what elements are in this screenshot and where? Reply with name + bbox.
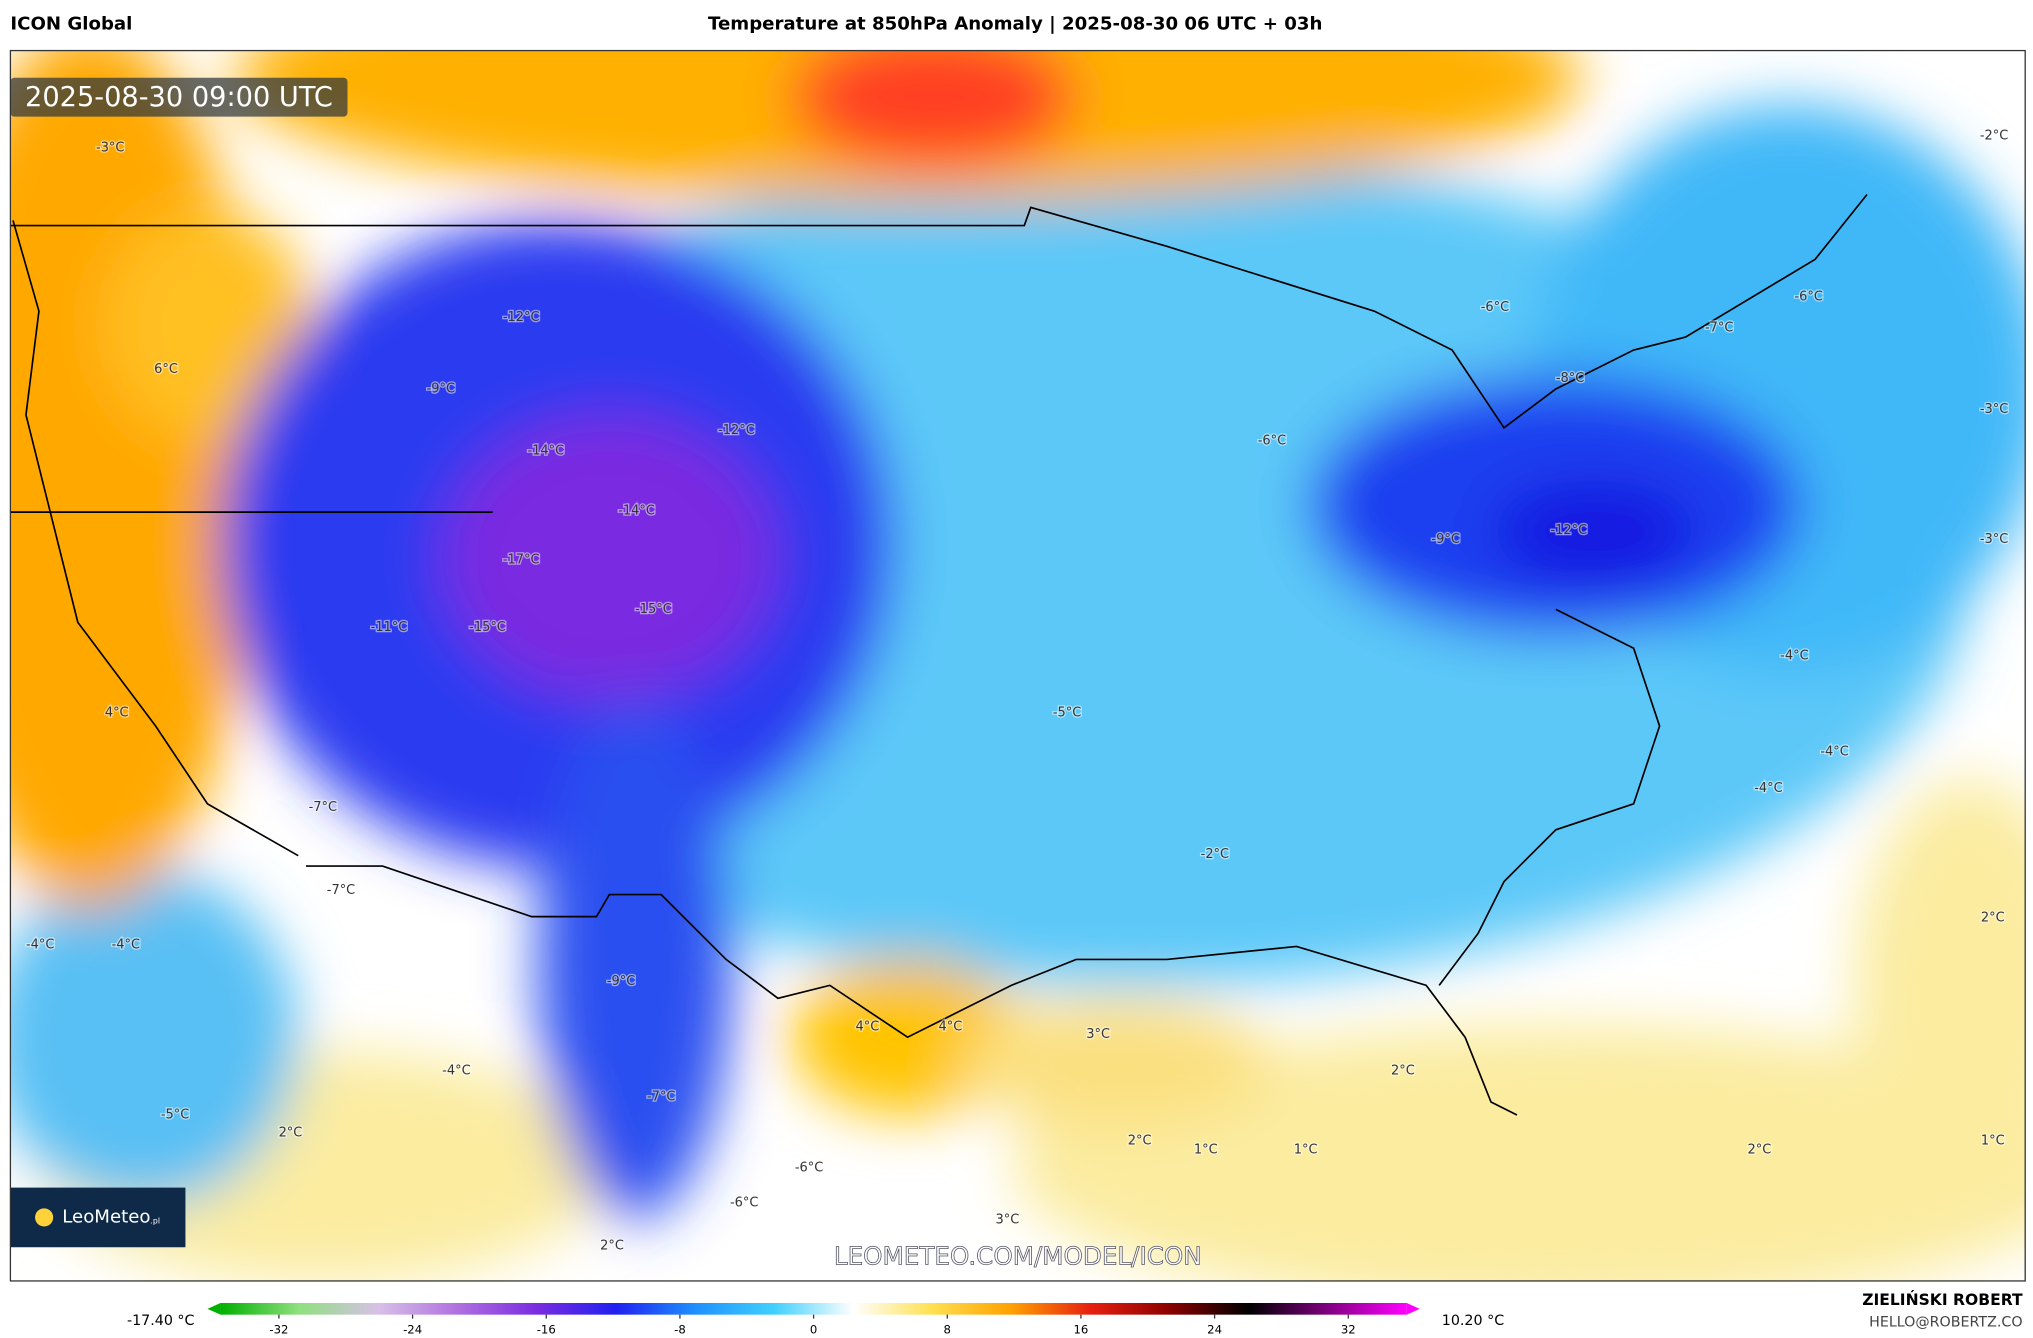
- colorbar-tick-label: -24: [403, 1323, 422, 1337]
- temperature-label: -5°C: [161, 1108, 189, 1123]
- temperature-label: 2°C: [1981, 910, 2005, 925]
- temperature-label: -17°C: [503, 553, 540, 568]
- temperature-label: -6°C: [1258, 433, 1286, 448]
- borders: [10, 193, 1868, 1116]
- logo-name: LeoMeteo: [62, 1206, 150, 1227]
- temperature-label: -3°C: [96, 140, 124, 155]
- temperature-label: -12°C: [503, 310, 540, 325]
- temperature-label: -4°C: [442, 1063, 470, 1078]
- temperature-label: -12°C: [1550, 523, 1587, 538]
- map-frame: [9, 49, 2026, 1282]
- colorbar-tick-label: -16: [537, 1323, 556, 1337]
- author-email: HELLO@ROBERTZ.CO: [1869, 1314, 2022, 1330]
- temperature-label: -8°C: [1556, 371, 1584, 386]
- temperature-label: 2°C: [600, 1238, 624, 1253]
- temperature-label: -15°C: [635, 602, 672, 617]
- temperature-label: -6°C: [1794, 289, 1822, 304]
- temperature-label: 3°C: [1086, 1027, 1110, 1042]
- temperature-label: 2°C: [279, 1126, 303, 1141]
- temperature-label: -3°C: [1980, 532, 2008, 547]
- temperature-label: -6°C: [730, 1196, 758, 1211]
- temperature-label: -6°C: [1481, 300, 1509, 315]
- colorbar-tick-label: -8: [674, 1323, 686, 1337]
- model-name: ICON Global: [10, 14, 132, 35]
- temperature-label: 4°C: [938, 1019, 962, 1034]
- map: 2025-08-30 09:00 UTC -3°C -12°C 6°C -9°C -14…: [10, 50, 2026, 1281]
- temperature-label: -4°C: [1820, 744, 1848, 759]
- temperature-label: -11°C: [371, 620, 408, 635]
- temperature-label: -14°C: [528, 444, 565, 459]
- temperature-label: -7°C: [647, 1089, 675, 1104]
- temperature-label: -4°C: [112, 938, 140, 953]
- temperature-label: -7°C: [1705, 321, 1733, 336]
- temperature-label: -7°C: [327, 883, 355, 898]
- temperature-label: -2°C: [1980, 129, 2008, 144]
- temperature-label: -9°C: [607, 974, 635, 989]
- temperature-label: 4°C: [856, 1019, 880, 1034]
- temperature-label: 3°C: [996, 1213, 1020, 1228]
- temperature-label: -7°C: [309, 800, 337, 815]
- temperature-label: -4°C: [26, 938, 54, 953]
- timestamp: 2025-08-30 09:00 UTC: [25, 82, 333, 113]
- colorbar-min-arrow: [207, 1302, 221, 1315]
- temperature-label: -14°C: [618, 503, 655, 518]
- temperature-label: -3°C: [1980, 402, 2008, 417]
- timestamp-box: [10, 77, 348, 117]
- author-name: ZIELIŃSKI ROBERT: [1862, 1290, 2023, 1309]
- temperature-label: -4°C: [1780, 649, 1808, 664]
- temperature-label: -12°C: [718, 423, 755, 438]
- temperature-label: -2°C: [1201, 847, 1229, 862]
- colorbar-tick-label: -32: [269, 1323, 288, 1337]
- temperature-label: 1°C: [1294, 1143, 1318, 1158]
- map-labels: -3°C -12°C 6°C -9°C -14°C -12°C -14°C -17°C -15°…: [25, 127, 2010, 1254]
- colorbar-tick-label: 0: [810, 1323, 817, 1337]
- colorbar-tick-label: 16: [1074, 1323, 1089, 1337]
- map-title: Temperature at 850hPa Anomaly | 2025-08-…: [708, 14, 1322, 35]
- colorbar-min: -17.40 °C: [127, 1313, 195, 1329]
- temperature-label: 2°C: [1748, 1143, 1772, 1158]
- temperature-label: 2°C: [1391, 1063, 1415, 1078]
- temperature-label: -9°C: [1431, 532, 1459, 547]
- temperature-label: -6°C: [795, 1161, 823, 1176]
- colorbar-tick-label: 32: [1341, 1323, 1356, 1337]
- temperature-label: -4°C: [1754, 781, 1782, 796]
- temperature-label: -9°C: [427, 381, 455, 396]
- logo-suffix: .pl: [150, 1216, 160, 1225]
- colorbar-tick-label: 24: [1207, 1323, 1222, 1337]
- temperature-label: -5°C: [1053, 706, 1081, 721]
- colorbar: -32 -24 -16 -8 0 8 16 24 32: [207, 1302, 1420, 1337]
- temperature-label: -15°C: [469, 620, 506, 635]
- temperature-label: 4°C: [105, 706, 129, 721]
- colorbar-tick-label: 8: [944, 1323, 951, 1337]
- colorbar-max-arrow: [1406, 1302, 1420, 1315]
- colorbar-gradient: [220, 1302, 1407, 1315]
- temperature-label: 6°C: [154, 362, 178, 377]
- temperature-label: 1°C: [1981, 1133, 2005, 1148]
- temperature-label: 1°C: [1194, 1143, 1218, 1158]
- colorbar-max: 10.20 °C: [1442, 1313, 1504, 1329]
- temperature-label: 2°C: [1128, 1133, 1152, 1148]
- watermark: LEOMETEO.COM/MODEL/ICON: [834, 1242, 1202, 1271]
